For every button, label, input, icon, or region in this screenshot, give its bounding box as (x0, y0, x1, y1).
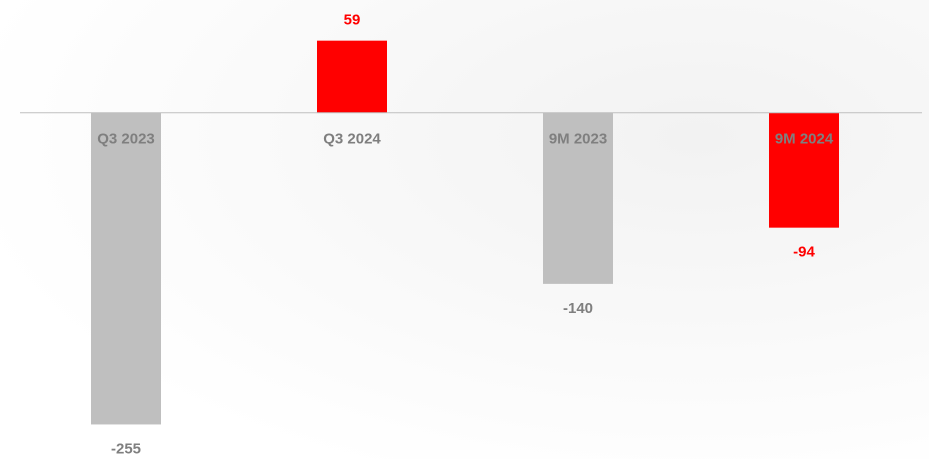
bar (769, 112, 839, 228)
bar (543, 112, 613, 284)
value-label: -94 (793, 244, 815, 261)
value-label: 59 (344, 12, 361, 29)
x-tick-label: Q3 2023 (97, 131, 155, 148)
value-label: -140 (563, 300, 593, 317)
x-tick-label: Q3 2024 (323, 131, 381, 148)
value-label: -255 (111, 440, 141, 457)
x-tick-label: 9M 2024 (775, 131, 834, 148)
bar (317, 40, 387, 113)
x-tick-label: 9M 2023 (549, 131, 607, 148)
bar (91, 112, 161, 425)
